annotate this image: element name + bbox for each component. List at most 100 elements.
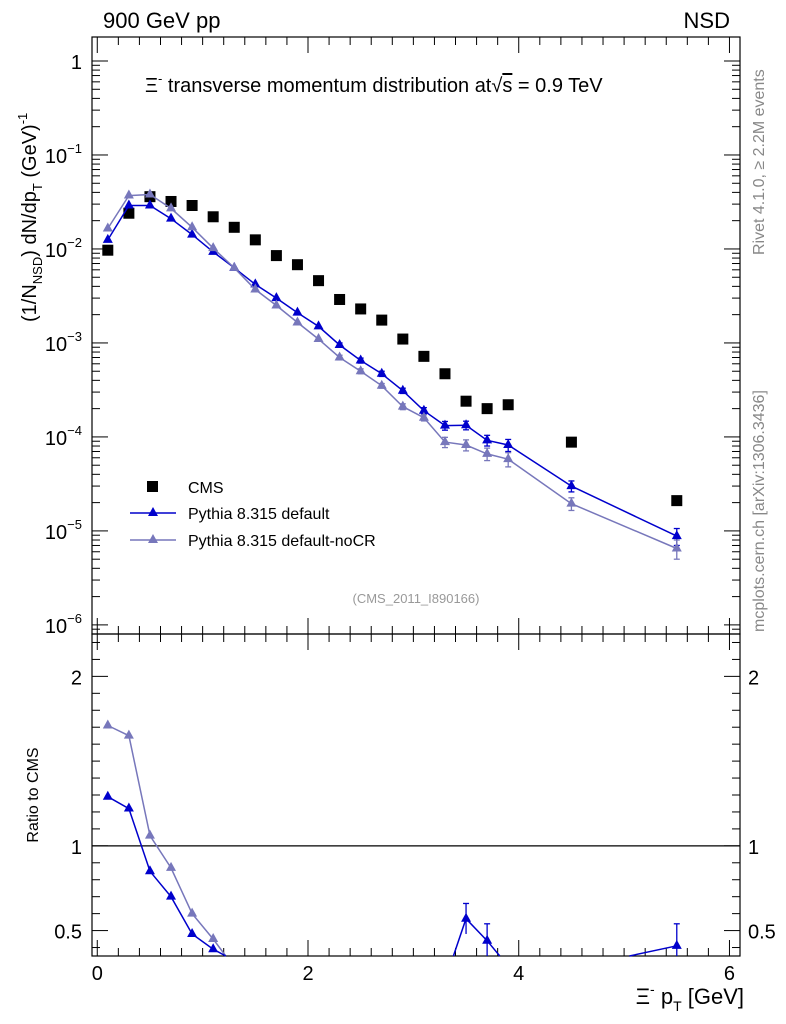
- title-suffix: = 0.9 TeV: [512, 75, 603, 97]
- mc-point-1: [313, 320, 324, 330]
- ratio-point-0: [461, 912, 472, 922]
- mc-point-2: [208, 242, 219, 252]
- mc-point-1: [334, 339, 345, 349]
- ratio-point-0: [187, 927, 198, 937]
- mc-point-2: [566, 497, 577, 507]
- cms-data-point: [165, 195, 177, 207]
- mc-point-1: [503, 439, 514, 449]
- mc-point-1: [355, 354, 366, 364]
- xlabel-sub: T: [673, 998, 682, 1014]
- main-ytick-label: 10−4: [45, 423, 82, 450]
- cms-data-point: [565, 436, 577, 448]
- mc-point-1: [376, 367, 387, 377]
- main-ytick-label: 10−6: [45, 611, 82, 638]
- ratio-ytick-label-left: 0.5: [54, 922, 82, 944]
- ratio-point-0: [123, 802, 134, 812]
- legend-label-default: Pythia 8.315 default: [188, 506, 330, 523]
- header-left: 900 GeV pp: [103, 8, 220, 33]
- ratio-point-1: [144, 829, 155, 839]
- ratio-point-0: [208, 943, 219, 953]
- mc-point-2: [166, 202, 177, 212]
- ratio-point-1: [187, 907, 198, 917]
- ratio-ytick-label-right: 1: [748, 837, 759, 859]
- mc-point-2: [250, 283, 261, 293]
- mc-point-1: [166, 212, 177, 222]
- ratio-point-0: [671, 939, 682, 949]
- ratio-ylabel: Ratio to CMS: [25, 747, 42, 842]
- cms-data-point: [671, 495, 683, 507]
- legend-marker-default: [148, 507, 158, 516]
- mc-point-2: [355, 365, 366, 375]
- cms-data-point: [123, 207, 135, 219]
- mc-point-2: [482, 447, 493, 457]
- mc-point-2: [313, 333, 324, 343]
- cms-data-point: [102, 244, 114, 256]
- main-ytick-label: 1: [71, 52, 82, 74]
- mc-point-2: [292, 316, 303, 326]
- mc-point-2: [461, 439, 472, 449]
- title-xi-sup: -: [158, 71, 162, 86]
- cms-data-point: [502, 399, 514, 411]
- mc-point-1: [292, 306, 303, 316]
- mc-point-2: [418, 411, 429, 421]
- cms-data-point: [397, 333, 409, 345]
- title-sqrt: √: [491, 75, 502, 97]
- ratio-plot-layer: 0.5 0.5 1 1 2 2 0 2 4 6: [54, 634, 776, 985]
- mc-point-1: [671, 530, 682, 540]
- mc-point-1: [461, 419, 472, 429]
- mc-point-1: [102, 233, 113, 243]
- ratio-ytick-label-right: 2: [748, 667, 759, 689]
- cms-data-point: [418, 350, 430, 362]
- mc-point-1: [397, 384, 408, 394]
- mc-point-1: [187, 228, 198, 238]
- title-xi: Ξ: [145, 75, 158, 97]
- x-tick-label: 4: [513, 963, 524, 985]
- cms-data-point: [376, 314, 388, 326]
- mc-point-2: [271, 299, 282, 309]
- cms-data-point: [228, 221, 240, 233]
- mc-point-2: [102, 222, 113, 232]
- main-plot-layer: 1 10−1 10−2 10−3 10−4 10−5 10−6: [45, 37, 740, 638]
- mc-point-1: [123, 199, 134, 209]
- mcplots-label: mcplots.cern.ch [arXiv:1306.3436]: [751, 390, 768, 632]
- cms-data-point: [481, 403, 493, 415]
- mc-point-1: [418, 404, 429, 414]
- legend-label-cms: CMS: [188, 480, 224, 497]
- ratio-line-0: [629, 945, 677, 957]
- ratio-point-1: [166, 861, 177, 871]
- x-tick-label: 6: [724, 963, 735, 985]
- main-ytick-label: 10−5: [45, 517, 82, 544]
- mc-point-2: [671, 542, 682, 552]
- legend: CMS Pythia 8.315 default Pythia 8.315 de…: [130, 480, 376, 550]
- mc-point-1: [566, 480, 577, 490]
- mc-point-2: [376, 379, 387, 389]
- mc-point-2: [229, 261, 240, 271]
- mc-point-2: [397, 400, 408, 410]
- mc-point-2: [503, 453, 514, 463]
- mc-point-2: [123, 189, 134, 199]
- xlabel-p: p: [655, 984, 673, 1009]
- mc-line-1: [107, 204, 678, 537]
- xlabel-xi-sup: -: [650, 981, 655, 997]
- mc-line-2: [107, 193, 678, 550]
- ratio-ytick-label-left: 1: [71, 837, 82, 859]
- main-title: Ξ- transverse momentum distribution at√s…: [145, 71, 603, 97]
- ratio-ytick-label-left: 2: [71, 667, 82, 689]
- ratio-point-1: [123, 729, 134, 739]
- mc-point-1: [482, 434, 493, 444]
- main-ytick-label: 10−1: [45, 141, 82, 168]
- main-ylabel: (1/NNSD) dN/dpT (GeV)-1: [15, 113, 45, 322]
- x-axis-label: Ξ- pT [GeV]: [636, 981, 744, 1014]
- cms-data-point: [334, 293, 346, 305]
- cms-data-point: [207, 211, 219, 223]
- x-tick-label: 0: [92, 963, 103, 985]
- cms-data-point: [270, 250, 282, 262]
- mc-point-1: [250, 278, 261, 288]
- legend-label-nocr: Pythia 8.315 default-noCR: [188, 533, 376, 550]
- mc-point-1: [144, 199, 155, 209]
- mc-point-2: [144, 188, 155, 198]
- ratio-line-0: [452, 917, 501, 957]
- legend-marker-nocr: [148, 534, 158, 543]
- ratio-point-0: [482, 934, 493, 944]
